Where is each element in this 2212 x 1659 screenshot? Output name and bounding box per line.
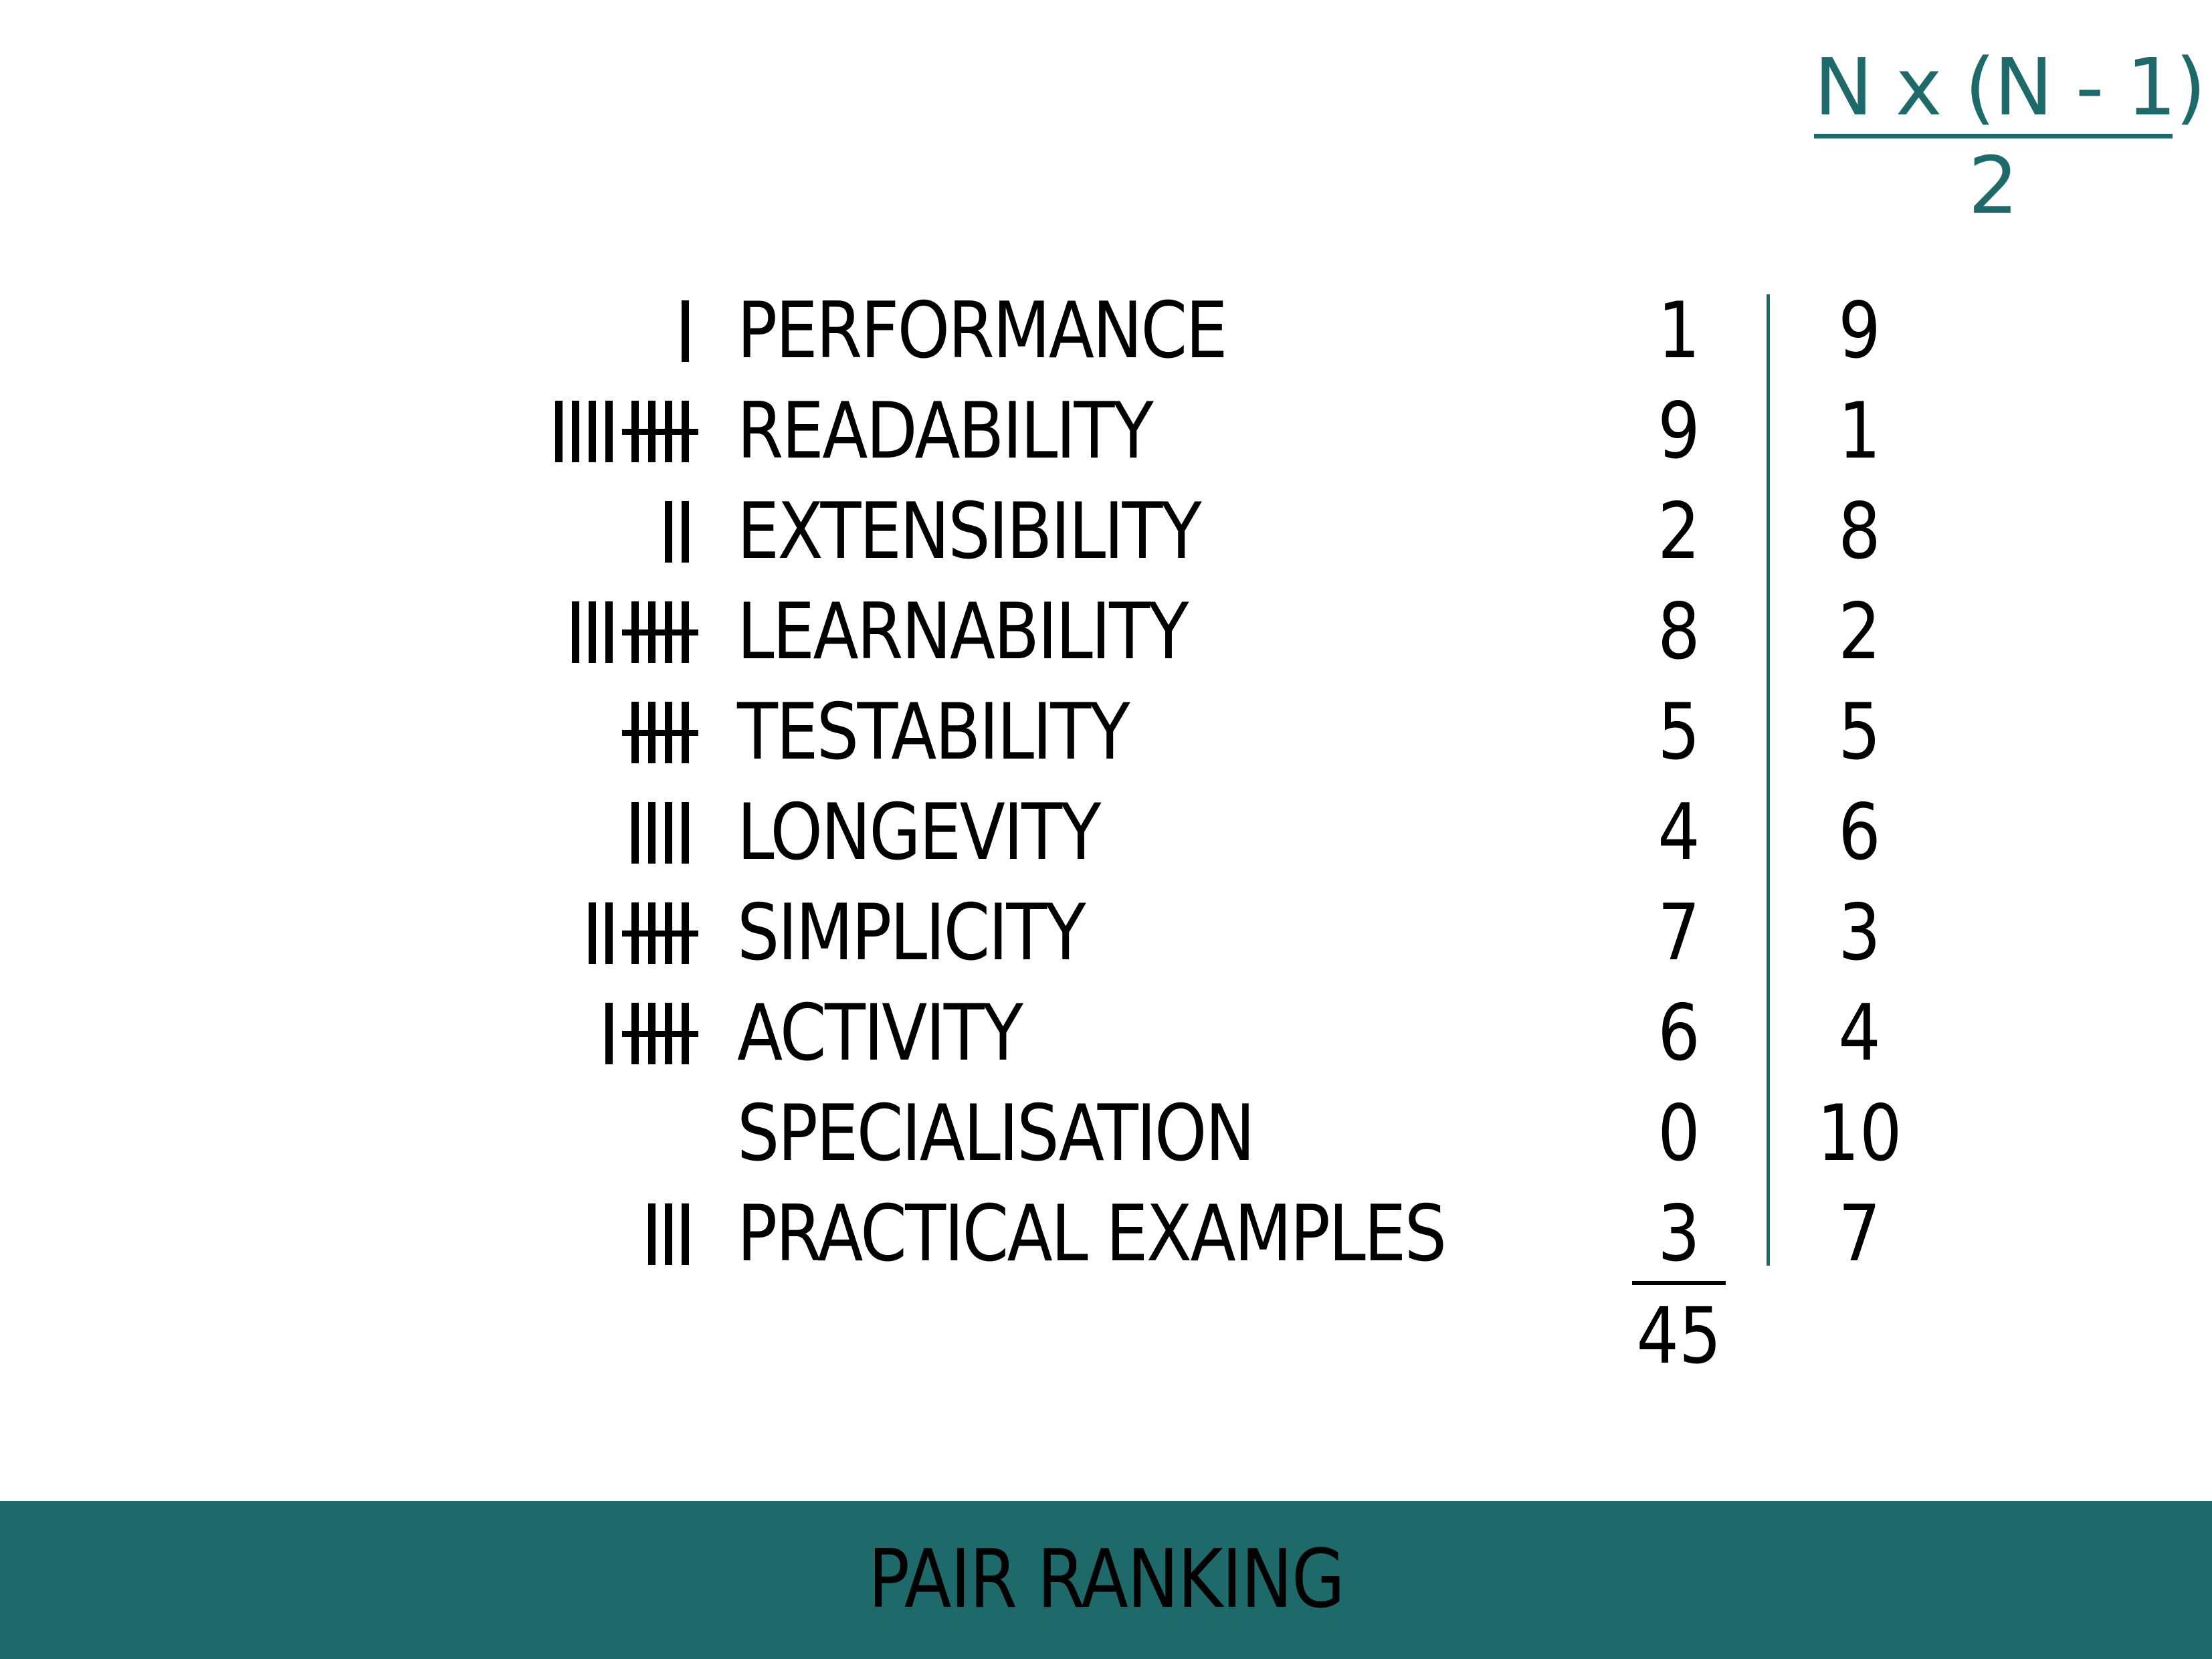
formula: N x (N - 1) 2 xyxy=(1814,40,2206,232)
formula-denominator: 2 xyxy=(1968,139,2019,231)
inverse-value: 8 xyxy=(1838,486,1881,577)
score-value: 0 xyxy=(1657,1088,1700,1179)
score-value: 9 xyxy=(1657,386,1700,476)
ranking-row-testability: TESTABILITY 5 5 xyxy=(0,682,2212,783)
score-value: 1 xyxy=(1657,286,1700,376)
inverse-value: 7 xyxy=(1838,1189,1881,1279)
criterion-label: PRACTICAL EXAMPLES xyxy=(737,1189,1447,1279)
inverse-value: 1 xyxy=(1838,386,1881,476)
criterion-label: READABILITY xyxy=(737,386,1154,476)
sum-line xyxy=(1632,1281,1726,1285)
criterion-label: SIMPLICITY xyxy=(737,888,1086,978)
ranking-row-learnability: LEARNABILITY 8 2 xyxy=(0,582,2212,682)
score-value: 8 xyxy=(1657,587,1700,677)
criterion-label: LEARNABILITY xyxy=(737,587,1189,677)
page-title: PAIR RANKING xyxy=(868,1533,1345,1626)
tally-marks xyxy=(648,1184,689,1284)
tally-marks xyxy=(665,482,689,582)
footer-banner: PAIR RANKING xyxy=(0,1501,2212,1659)
ranking-row-performance: PERFORMANCE 1 9 xyxy=(0,281,2212,381)
score-total: 45 xyxy=(1636,1291,1722,1381)
inverse-value: 9 xyxy=(1838,286,1881,376)
inverse-value: 2 xyxy=(1838,587,1881,677)
tally-marks xyxy=(605,983,698,1084)
inverse-value: 5 xyxy=(1838,687,1881,777)
criterion-label: EXTENSIBILITY xyxy=(737,486,1202,577)
ranking-row-practical-examples: PRACTICAL EXAMPLES 3 7 xyxy=(0,1184,2212,1284)
formula-fraction-bar xyxy=(1814,134,2173,138)
ranking-row-activity: ACTIVITY 6 4 xyxy=(0,983,2212,1084)
ranking-row-extensibility: EXTENSIBILITY 2 8 xyxy=(0,482,2212,582)
tally-marks xyxy=(682,281,689,381)
ranking-row-specialisation: SPECIALISATION 0 10 xyxy=(0,1084,2212,1184)
tally-marks xyxy=(589,883,698,983)
criterion-label: PERFORMANCE xyxy=(737,286,1228,376)
criterion-label: TESTABILITY xyxy=(737,687,1130,777)
ranking-row-longevity: LONGEVITY 4 6 xyxy=(0,783,2212,883)
score-value: 4 xyxy=(1657,787,1700,878)
criterion-label: LONGEVITY xyxy=(737,787,1101,878)
inverse-value: 10 xyxy=(1817,1088,1902,1179)
tally-marks xyxy=(622,682,698,783)
inverse-value: 6 xyxy=(1838,787,1881,878)
formula-numerator: N x (N - 1) xyxy=(1814,41,2206,133)
criterion-label: ACTIVITY xyxy=(737,988,1023,1078)
score-value: 3 xyxy=(1657,1189,1700,1279)
ranking-row-readability: READABILITY 9 1 xyxy=(0,381,2212,482)
inverse-value: 4 xyxy=(1838,988,1881,1078)
score-value: 7 xyxy=(1657,888,1700,978)
inverse-value: 3 xyxy=(1838,888,1881,978)
tally-marks xyxy=(572,582,698,682)
score-value: 2 xyxy=(1657,486,1700,577)
ranking-row-simplicity: SIMPLICITY 7 3 xyxy=(0,883,2212,983)
criterion-label: SPECIALISATION xyxy=(737,1088,1255,1179)
score-value: 5 xyxy=(1657,687,1700,777)
score-value: 6 xyxy=(1657,988,1700,1078)
column-divider xyxy=(1767,294,1770,1266)
tally-marks xyxy=(631,783,689,883)
tally-marks xyxy=(555,381,698,482)
